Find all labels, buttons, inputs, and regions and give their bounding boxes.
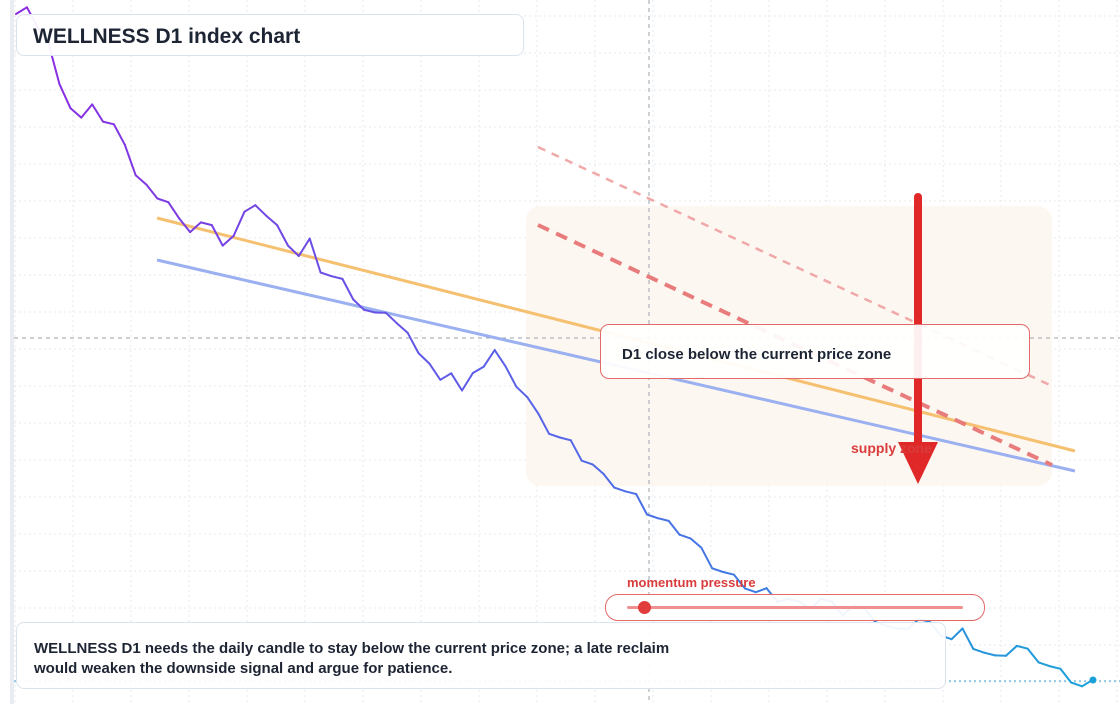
price-segment: [297, 237, 311, 257]
price-segment: [972, 647, 986, 654]
price-segment: [15, 6, 28, 15]
momentum-gauge: [605, 594, 985, 621]
price-segment: [1048, 665, 1062, 670]
price-segment: [265, 214, 279, 227]
price-segment: [580, 459, 594, 466]
price-segment: [167, 201, 181, 220]
title-card: WELLNESS D1 index chart: [16, 14, 524, 56]
momentum-knob: [637, 601, 651, 614]
price-segment: [58, 83, 72, 110]
price-segment: [134, 174, 148, 186]
price-segment: [1005, 644, 1018, 657]
last-price-marker: [1089, 676, 1097, 684]
price-segment: [493, 349, 507, 368]
price-segment: [558, 436, 572, 442]
callout-text: D1 close below the current price zone: [622, 346, 892, 363]
price-segment: [515, 385, 529, 399]
price-segment: [276, 224, 289, 247]
summary-text: WELLNESS D1 needs the daily candle to st…: [34, 640, 670, 677]
price-segment: [602, 472, 616, 489]
price-segment: [363, 308, 376, 314]
price-segment: [69, 107, 83, 119]
price-segment: [384, 311, 398, 325]
momentum-label: momentum pressure: [627, 575, 756, 590]
price-segment: [711, 567, 725, 573]
price-segment: [406, 331, 420, 355]
price-segment: [722, 571, 735, 576]
price-segment: [950, 627, 964, 641]
price-segment: [330, 275, 344, 280]
price-segment: [156, 197, 170, 204]
price-segment: [961, 627, 975, 650]
price-segment: [733, 573, 746, 590]
price-segment: [145, 183, 159, 200]
price-segment: [319, 271, 333, 278]
summary-card: WELLNESS D1 needs the daily candle to st…: [16, 622, 946, 689]
price-segment: [1037, 661, 1051, 668]
signal-arrow-head: [898, 442, 938, 484]
price-segment: [341, 277, 355, 301]
price-segment: [1059, 667, 1073, 684]
supply-zone-label: supply zone: [851, 440, 932, 456]
price-segment: [591, 463, 605, 475]
price-segment: [613, 486, 627, 493]
price-segment: [428, 362, 442, 381]
price-segment: [635, 493, 648, 516]
price-segment: [112, 123, 126, 146]
price-segment: [417, 352, 431, 365]
price-segment: [526, 396, 540, 415]
price-segment: [646, 513, 659, 520]
price-segment: [243, 204, 257, 213]
price-segment: [439, 372, 453, 381]
price-segment: [461, 372, 474, 392]
price-segment: [254, 204, 268, 217]
price-segment: [210, 224, 224, 247]
price-segment: [689, 537, 703, 549]
price-segment: [1070, 681, 1084, 688]
price-segment: [287, 244, 300, 257]
price-segment: [199, 221, 213, 227]
price-segment: [504, 365, 518, 388]
price-segment: [624, 490, 638, 495]
price-segment: [395, 322, 409, 334]
price-segment: [80, 103, 94, 119]
price-segment: [754, 587, 768, 594]
price-segment: [743, 587, 757, 594]
price-segment: [656, 517, 670, 522]
momentum-track: [627, 606, 963, 609]
price-segment: [667, 519, 681, 536]
price-segment: [221, 234, 235, 247]
price-segment: [678, 533, 692, 540]
price-segment: [232, 210, 246, 237]
price-segment: [450, 372, 463, 392]
price-segment: [548, 432, 561, 439]
price-segment: [352, 298, 366, 311]
price-segment: [537, 412, 551, 435]
price-segment: [569, 439, 583, 462]
price-segment: [123, 143, 137, 177]
price-segment: [102, 120, 115, 126]
price-segment: [700, 546, 714, 570]
price-segment: [91, 103, 104, 123]
price-segment: [308, 237, 322, 274]
price-segment: [1026, 647, 1040, 664]
price-segment: [1015, 644, 1029, 650]
price-segment: [471, 365, 485, 374]
price-segment: [983, 651, 997, 657]
price-segment: [189, 221, 202, 234]
price-segment: [178, 217, 192, 234]
signal-callout: D1 close below the current price zone: [600, 324, 1030, 379]
price-segment: [482, 349, 496, 368]
chart-title: WELLNESS D1 index chart: [33, 25, 301, 48]
